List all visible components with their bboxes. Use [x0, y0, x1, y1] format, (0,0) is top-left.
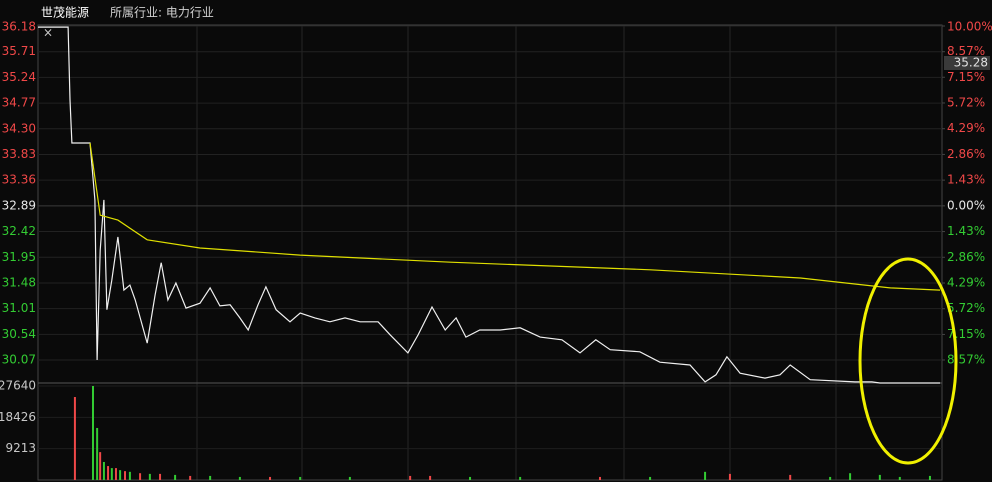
volume-bar	[209, 475, 212, 480]
volume-bar	[878, 474, 881, 480]
plot-area: 36.18 35.71 35.24 34.77 34.30 33.83 33.36 32.89…	[0, 20, 992, 480]
volume-bar	[728, 473, 731, 480]
y-tick-label: 35.71	[2, 44, 36, 58]
y-tick-label: 36.18	[2, 20, 36, 34]
y-tick-label: 31.95	[2, 250, 36, 264]
highlight-ellipse	[858, 257, 958, 465]
y2-tick-label: 2.86%	[947, 147, 985, 161]
volume-bar	[519, 476, 522, 480]
volume-bar	[114, 468, 117, 480]
volume-bar	[128, 471, 131, 480]
y2-tick-label: 5.72%	[947, 95, 985, 109]
y2-tick-label: 4.29%	[947, 121, 985, 135]
y2-tick-label: 0.00%	[947, 198, 985, 212]
y2-tick-label: 8.57%	[947, 352, 985, 366]
volume-bar	[107, 466, 110, 480]
volume-bar	[829, 476, 832, 480]
cursor-badge	[944, 56, 990, 70]
volume-bar	[73, 397, 76, 480]
volume-bar	[598, 476, 601, 480]
y-tick-label: 32.42	[2, 224, 36, 238]
y2-tick-label: 5.72%	[947, 301, 985, 315]
volume-bar	[928, 475, 931, 480]
y-tick-label: 27640	[0, 379, 36, 393]
volume-bar	[159, 473, 162, 480]
y2-tick-label: 7.15%	[947, 70, 985, 84]
volume-bar	[429, 475, 432, 480]
volume-bar	[102, 461, 105, 480]
volume-bar	[110, 468, 113, 480]
volume-bar	[96, 427, 99, 480]
vertical-grid	[196, 25, 837, 480]
volume-bar	[898, 476, 901, 480]
y-tick-label: 34.77	[2, 96, 36, 110]
volume-bar	[299, 476, 302, 480]
y-tick-label: 9213	[5, 441, 36, 455]
volume-bar	[649, 476, 652, 480]
chart-subtitle: 所属行业: 电力行业	[110, 6, 214, 20]
volume-bar	[148, 473, 151, 480]
y-tick-label: 32.89	[2, 198, 36, 212]
y-tick-label: 18426	[0, 410, 36, 424]
volume-bar	[189, 475, 192, 480]
volume-bar	[269, 476, 272, 480]
y2-tick-label: 7.15%	[947, 327, 985, 341]
volume-bar	[469, 476, 472, 480]
y2-tick-label: 1.43%	[947, 224, 985, 238]
y2-tick-label: 1.43%	[947, 173, 985, 187]
volume-bar	[99, 452, 102, 480]
y2-tick-label: 10.00%	[947, 20, 992, 34]
plot-frame	[37, 24, 943, 481]
price-line	[38, 26, 941, 384]
volume-bar	[409, 475, 412, 480]
volume-bar	[238, 476, 241, 480]
chart-title: 世茂能源	[41, 6, 89, 20]
close-icon: ×	[43, 26, 53, 40]
volume-bar	[91, 386, 94, 480]
y2-tick-label: 4.29%	[947, 276, 985, 290]
y-tick-label: 30.07	[2, 353, 36, 367]
cursor-label: 35.28	[954, 56, 988, 70]
volume-bar	[849, 473, 852, 480]
price-line	[89, 142, 941, 291]
y2-tick-label: 2.86%	[947, 250, 985, 264]
volume-bar	[119, 470, 122, 480]
y-tick-label: 34.30	[2, 121, 36, 135]
volume-bar	[704, 471, 707, 480]
y-tick-label: 35.24	[2, 70, 36, 84]
volume-bar	[124, 471, 127, 480]
y2-tick-label: 8.57%	[947, 44, 985, 58]
volume-bar	[139, 473, 142, 480]
y-tick-label: 31.01	[2, 301, 36, 315]
volume-bar	[789, 474, 792, 480]
y-tick-label: 30.54	[2, 327, 36, 341]
volume-bar	[174, 474, 177, 480]
volume-bar	[348, 476, 351, 480]
y-tick-label: 33.83	[2, 147, 36, 161]
y-tick-label: 31.48	[2, 275, 36, 289]
y-tick-label: 33.36	[2, 173, 36, 187]
